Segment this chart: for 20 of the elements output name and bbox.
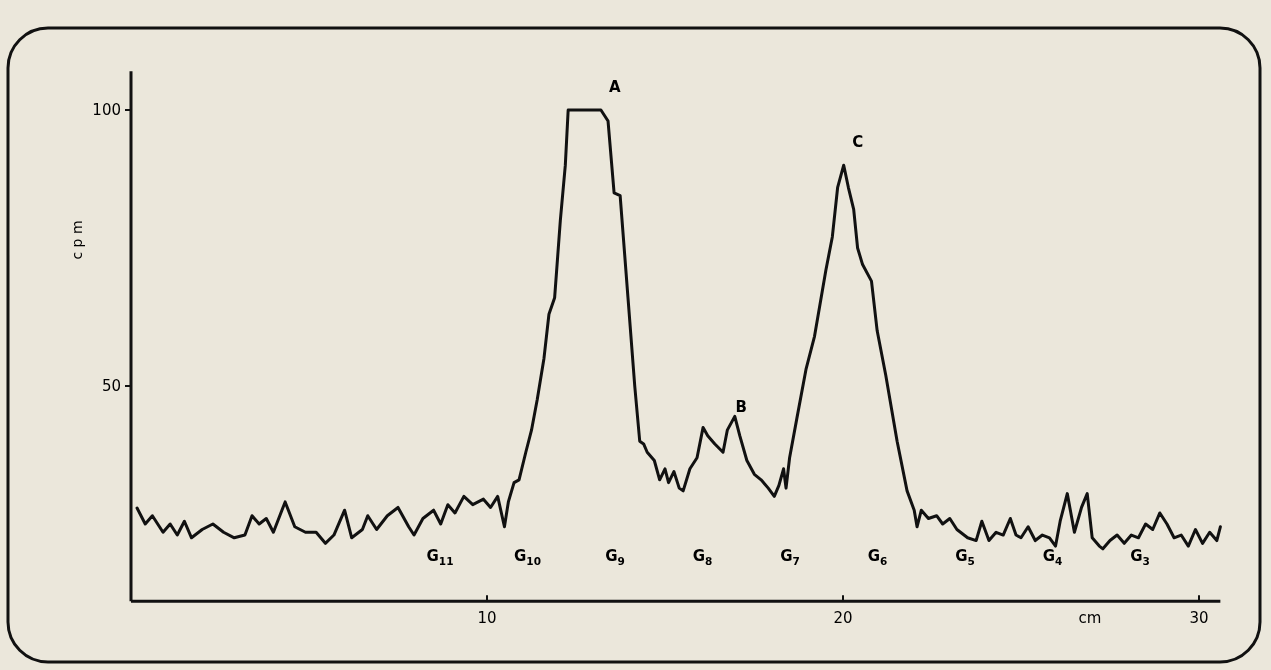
- x-axis-title: cm: [1078, 609, 1102, 628]
- annotation: G$_{6}$: [867, 547, 888, 568]
- annotation: G$_{3}$: [1130, 547, 1150, 568]
- annotation: B: [735, 398, 748, 417]
- annotation: G$_{4}$: [1042, 547, 1063, 568]
- y-axis-title: c p m: [69, 220, 85, 260]
- annotation: G$_{10}$: [514, 547, 541, 568]
- annotation: G$_{7}$: [780, 547, 800, 568]
- annotation: A: [609, 78, 622, 96]
- x-tick-label: 20: [833, 609, 853, 628]
- y-tick-label: 50: [101, 377, 121, 396]
- line-series: [135, 108, 1222, 551]
- y-tick-label: 100: [92, 101, 121, 120]
- annotation: G$_{8}$: [692, 547, 713, 568]
- x-tick-label: 30: [1189, 609, 1209, 628]
- annotation: G$_{5}$: [955, 547, 975, 568]
- annotation: G$_{9}$: [605, 547, 625, 568]
- annotation: G$_{11}$: [426, 547, 454, 568]
- x-tick-label: 10: [477, 609, 497, 628]
- annotation: C: [852, 133, 864, 152]
